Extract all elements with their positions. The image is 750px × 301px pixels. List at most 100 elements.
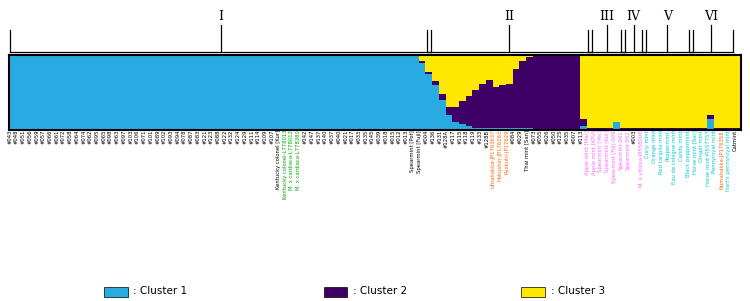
- Text: Orange mint: Orange mint: [652, 130, 657, 163]
- Bar: [466, 96, 472, 126]
- Text: Horse mint [Sor]: Horse mint [Sor]: [692, 130, 698, 174]
- Bar: [405, 55, 412, 130]
- Text: #140: #140: [323, 130, 328, 144]
- Bar: [372, 55, 378, 130]
- Bar: [56, 55, 63, 130]
- Bar: [734, 129, 741, 130]
- Text: M. x cardiaca-L778380: M. x cardiaca-L778380: [296, 130, 302, 190]
- Text: #078: #078: [182, 130, 187, 144]
- Text: #058: #058: [68, 130, 73, 144]
- Bar: [425, 55, 432, 72]
- Text: #066: #066: [48, 130, 52, 144]
- Text: #072: #072: [61, 130, 66, 144]
- Bar: [432, 85, 439, 130]
- Text: Black peppermint: Black peppermint: [686, 130, 691, 177]
- Bar: [707, 115, 714, 119]
- Text: #073: #073: [531, 130, 536, 144]
- Bar: [446, 115, 452, 130]
- Bar: [63, 55, 70, 130]
- Text: #114: #114: [256, 130, 261, 144]
- Text: #055: #055: [538, 130, 543, 144]
- Bar: [586, 129, 593, 130]
- Bar: [432, 81, 439, 85]
- Text: V: V: [663, 10, 672, 23]
- Bar: [486, 55, 493, 80]
- Bar: [425, 72, 432, 74]
- Bar: [614, 122, 620, 123]
- Bar: [593, 55, 600, 129]
- Bar: [479, 55, 486, 83]
- Text: Spearmint [Fuji]: Spearmint [Fuji]: [417, 130, 422, 173]
- Text: #131: #131: [437, 130, 442, 144]
- Bar: [452, 123, 459, 130]
- Bar: [452, 107, 459, 123]
- Text: III: III: [599, 10, 614, 23]
- Text: Spearmint-001: Spearmint-001: [619, 130, 623, 170]
- Text: #132: #132: [229, 130, 234, 144]
- Bar: [324, 287, 347, 297]
- Bar: [16, 55, 22, 130]
- Text: Spearmint [Fiji]-009: Spearmint [Fiji]-009: [612, 130, 616, 183]
- Bar: [412, 55, 419, 130]
- Bar: [190, 55, 197, 130]
- Bar: [566, 129, 573, 130]
- Text: Hart's pennyroyal mint: Hart's pennyroyal mint: [726, 130, 731, 191]
- Bar: [532, 55, 539, 56]
- Bar: [620, 55, 627, 129]
- Bar: [520, 55, 526, 61]
- Text: #124: #124: [236, 130, 241, 144]
- Bar: [325, 55, 332, 130]
- Text: Thai mint [San]: Thai mint [San]: [524, 130, 530, 171]
- Bar: [130, 55, 136, 130]
- Bar: [521, 287, 544, 297]
- Text: #102: #102: [162, 130, 166, 144]
- Bar: [486, 80, 493, 129]
- Text: #087: #087: [189, 130, 194, 144]
- Bar: [661, 129, 668, 130]
- Text: #098: #098: [108, 130, 113, 144]
- Bar: [694, 129, 700, 130]
- Text: : Cluster 3: : Cluster 3: [550, 286, 604, 296]
- Text: Spearmint-002: Spearmint-002: [626, 130, 630, 170]
- Text: #119: #119: [471, 130, 476, 144]
- Bar: [546, 129, 553, 130]
- Bar: [204, 55, 211, 130]
- Bar: [278, 55, 284, 130]
- Text: #123: #123: [209, 130, 214, 144]
- Bar: [338, 55, 345, 130]
- Bar: [472, 90, 479, 128]
- Bar: [513, 55, 520, 69]
- Bar: [486, 129, 493, 130]
- Text: #117: #117: [451, 130, 455, 144]
- Text: #089: #089: [155, 130, 160, 144]
- Bar: [728, 55, 734, 129]
- Bar: [264, 55, 271, 130]
- Bar: [493, 87, 500, 129]
- Text: #111: #111: [249, 130, 254, 144]
- Bar: [593, 129, 600, 130]
- Bar: [553, 55, 560, 56]
- Text: #048: #048: [14, 130, 19, 144]
- Text: #051: #051: [21, 130, 26, 144]
- Text: #004: #004: [424, 130, 429, 144]
- Bar: [647, 55, 654, 129]
- Text: #013: #013: [404, 130, 409, 144]
- Bar: [553, 56, 560, 129]
- Bar: [614, 55, 620, 122]
- Text: #115: #115: [458, 130, 462, 144]
- Bar: [352, 55, 358, 130]
- Bar: [136, 55, 143, 130]
- Text: #007: #007: [572, 130, 577, 144]
- Bar: [620, 129, 627, 130]
- Bar: [560, 129, 566, 130]
- Bar: [661, 55, 668, 129]
- Bar: [298, 55, 304, 130]
- Text: #109: #109: [262, 130, 268, 144]
- Bar: [472, 128, 479, 130]
- Text: #029: #029: [518, 130, 523, 144]
- Bar: [526, 129, 532, 130]
- Text: Horse mint-PI557757: Horse mint-PI557757: [706, 130, 711, 186]
- Text: #145: #145: [370, 130, 375, 144]
- Bar: [573, 56, 580, 129]
- Text: #142: #142: [303, 130, 307, 144]
